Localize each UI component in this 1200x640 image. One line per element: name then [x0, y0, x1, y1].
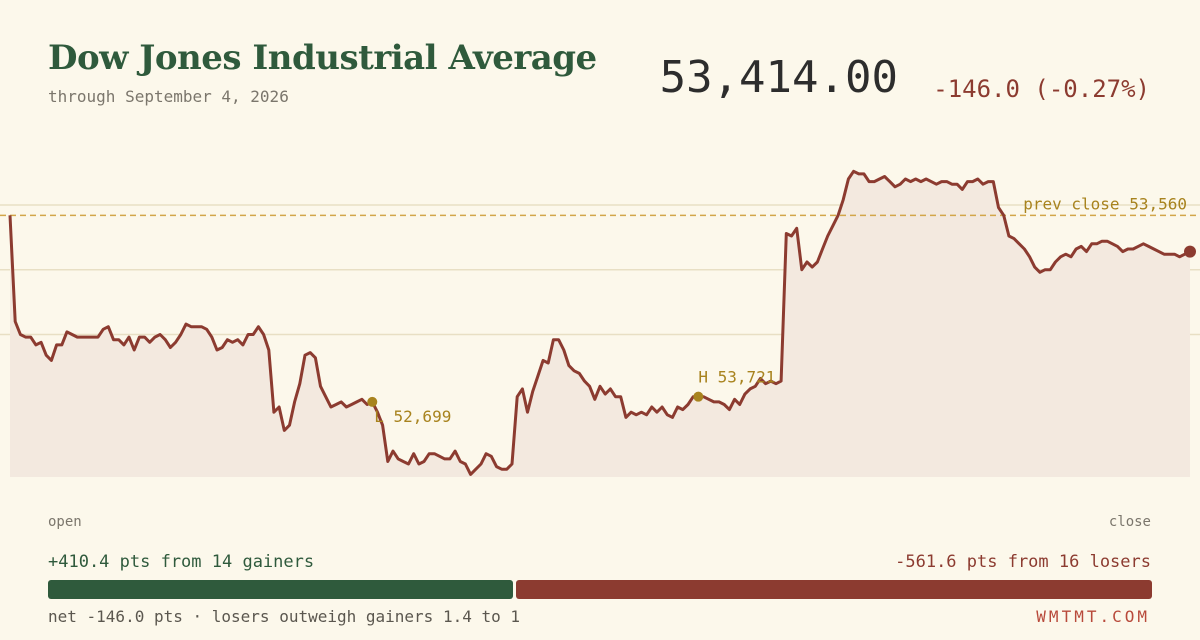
- high-marker: [693, 391, 704, 402]
- low-marker: [367, 396, 378, 407]
- gainers-bar: [48, 580, 513, 599]
- prev-close-label: prev close 53,560: [1023, 194, 1187, 213]
- chart-title: Dow Jones Industrial Average: [48, 38, 597, 78]
- x-label-close: close: [1108, 514, 1151, 530]
- chart-subtitle: through September 4, 2026: [48, 87, 289, 106]
- price-change: -146.0 (-0.27%): [933, 75, 1150, 103]
- losers-summary: -561.6 pts from 16 losers: [895, 552, 1151, 572]
- close-marker: [1184, 245, 1196, 258]
- net-summary: net -146.0 pts · losers outweigh gainers…: [48, 607, 521, 626]
- high-label: H 53,721: [698, 368, 775, 387]
- brand-logo: WMTMT.COM: [1036, 607, 1150, 626]
- low-label: L 52,699: [374, 407, 451, 426]
- price-line: [8, 169, 1191, 476]
- gainers-summary: +410.4 pts from 14 gainers: [48, 552, 315, 572]
- price-area: [10, 171, 1190, 478]
- current-price: 53,414.00: [659, 52, 898, 103]
- losers-bar: [515, 580, 1152, 599]
- x-label-open: open: [48, 514, 82, 530]
- price-chart: prev close 53,560 H 53,721 L 52,699: [0, 169, 1200, 478]
